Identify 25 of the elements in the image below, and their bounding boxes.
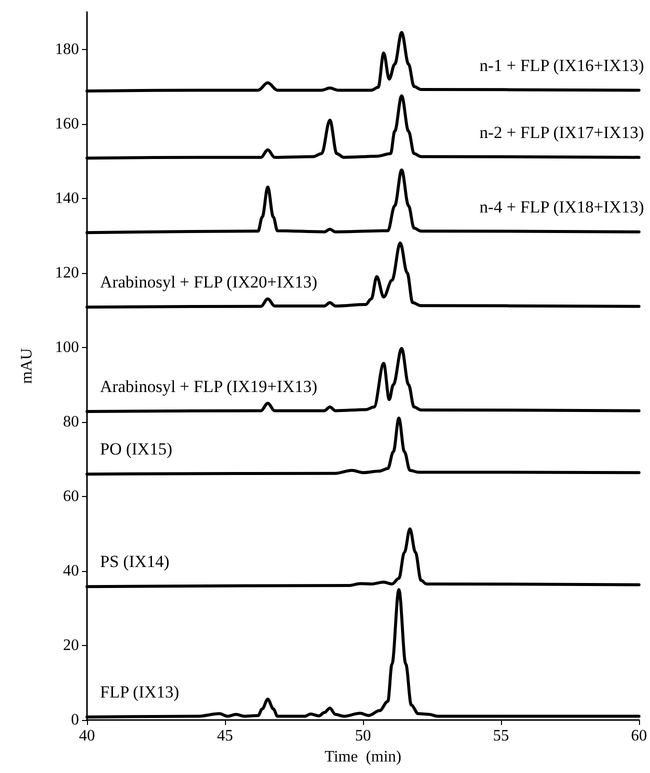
- series-label: PO (IX15): [100, 440, 172, 459]
- x-tick-label: 40: [79, 728, 95, 744]
- y-tick-label: 100: [55, 338, 79, 356]
- x-tick-label: 45: [217, 728, 233, 744]
- series-label: n-1 + FLP (IX16+IX13): [480, 56, 644, 75]
- y-tick-label: 160: [55, 115, 79, 132]
- x-tick-label: 55: [493, 728, 509, 744]
- y-tick-label: 140: [55, 190, 79, 207]
- series-label: n-4 + FLP (IX18+IX13): [480, 197, 644, 216]
- x-tick-label: 60: [631, 728, 647, 744]
- y-tick-label: 20: [63, 636, 79, 654]
- y-tick-label: 180: [55, 40, 79, 58]
- series-label: Arabinosyl + FLP (IX20+IX13): [100, 272, 318, 292]
- y-tick-label: 120: [55, 264, 79, 282]
- series-label: PS (IX14): [100, 552, 170, 572]
- y-tick-label: 40: [63, 562, 79, 580]
- y-tick-label: 60: [63, 488, 79, 505]
- x-axis-title: Time (min): [324, 748, 402, 766]
- series-label: FLP (IX13): [100, 682, 180, 702]
- series-label: Arabinosyl + FLP (IX19+IX13): [100, 376, 318, 396]
- y-tick-label: 0: [71, 712, 79, 728]
- y-axis-title: mAU: [18, 348, 36, 384]
- x-tick-label: 50: [355, 728, 371, 744]
- series-label: n-2 + FLP (IX17+IX13): [480, 122, 644, 142]
- y-tick-label: 80: [63, 413, 79, 430]
